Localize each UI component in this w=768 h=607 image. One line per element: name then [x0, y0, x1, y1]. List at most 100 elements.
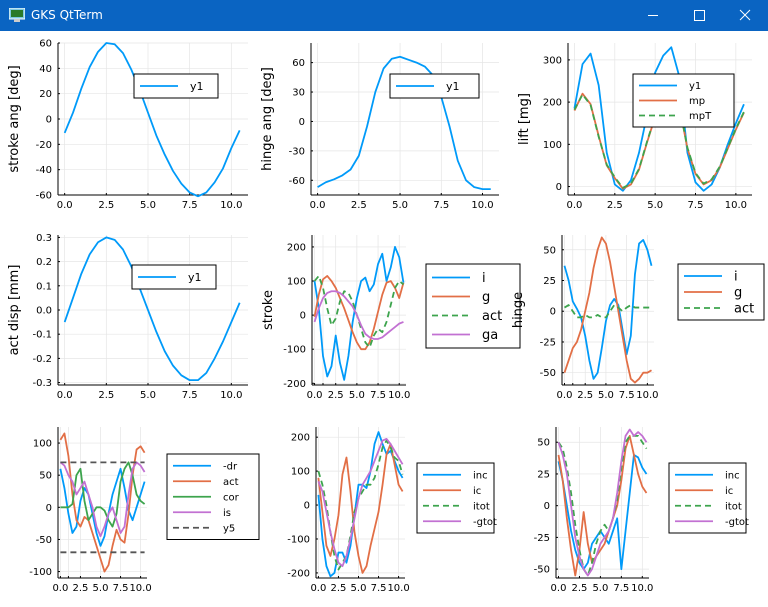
x-tick-label: 0.0	[307, 390, 323, 401]
x-tick-label: 0.0	[567, 200, 583, 211]
plot-panel-8: 0.0 2.5 5.0 7.5 10.0 -200 -100 0 100 200 inc ic itot…	[287, 427, 497, 594]
legend-label: cor	[223, 492, 240, 503]
x-tick-label: 0.0	[52, 583, 68, 594]
y-tick-label: 100	[33, 439, 52, 450]
y-tick-label: -50	[534, 565, 550, 576]
series-line-g	[563, 236, 652, 384]
series-line--dr	[59, 467, 146, 547]
x-tick-label: 0.0	[57, 390, 73, 401]
y-tick-label: 25	[543, 276, 556, 287]
legend: inc ic itot -gtot	[416, 462, 497, 534]
y-tick-label: 0	[304, 501, 310, 512]
legend-label: itot	[473, 501, 490, 512]
plot-panel-1: 0.0 2.5 5.0 7.5 10.0 -60 -40 -20 0 20 40 60 stroke a…	[7, 39, 248, 211]
legend-label: inc	[725, 470, 740, 481]
maximize-button[interactable]	[676, 0, 722, 31]
y-axis-label: stroke ang [deg]	[7, 65, 22, 172]
series-line--gtot	[317, 437, 404, 568]
y-tick-label: 100	[287, 277, 306, 288]
x-tick-label: 7.5	[370, 390, 386, 401]
x-tick-label: 2.5	[98, 390, 114, 401]
legend-label: ic	[473, 486, 481, 497]
series-line-ic	[317, 443, 404, 574]
x-tick-label: 7.5	[113, 583, 129, 594]
maximize-icon	[694, 10, 705, 21]
y-tick-label: 25	[537, 469, 550, 480]
y-tick-label: -100	[29, 567, 52, 578]
plot-panel-5: 0.0 2.5 5.0 7.5 10.0-200-1000100200strokeiga…	[261, 235, 521, 401]
x-tick-label: 5.0	[93, 583, 109, 594]
x-tick-label: 7.5	[613, 583, 629, 594]
legend-label: act	[223, 477, 239, 488]
y-tick-label: 20	[39, 89, 52, 100]
series-line-ga	[313, 290, 404, 340]
y-axis-label: hinge ang [deg]	[260, 67, 275, 171]
series-line-y1	[63, 236, 241, 382]
close-icon	[739, 9, 751, 21]
y-axis-label: hinge	[511, 292, 526, 328]
plot-panel-2: 0.0 2.5 5.0 7.5 10.0 -60 -30 0 30 60 hinge ang [de…	[260, 43, 499, 211]
legend-label: y1	[188, 271, 202, 284]
legend: y1	[389, 73, 480, 99]
y-tick-label: 60	[292, 58, 305, 69]
x-tick-label: 10.0	[129, 583, 151, 594]
y-tick-label: 60	[39, 39, 52, 50]
plot-panel-9: 0.0 2.5 5.0 7.5 10.0 -50 -25 0 25 50 inc ic itot -gto…	[534, 427, 749, 594]
series-line--gtot	[557, 428, 648, 577]
y-tick-label: 0	[46, 503, 52, 514]
y-tick-label: 0.0	[36, 306, 52, 317]
y-tick-label: 0	[46, 115, 52, 126]
x-tick-label: 0.0	[57, 200, 73, 211]
x-tick-label: 10.0	[387, 583, 409, 594]
legend-label: is	[223, 508, 231, 519]
x-tick-label: 10.0	[471, 200, 493, 211]
legend-label: inc	[473, 470, 488, 481]
minimize-icon	[648, 15, 658, 16]
legend: inc ic itot -gtot	[668, 462, 749, 534]
x-tick-label: 5.0	[140, 390, 156, 401]
y-tick-label: -0.3	[32, 378, 52, 389]
y-tick-label: -0.1	[32, 330, 52, 341]
legend-label: i	[482, 271, 486, 286]
legend-label: y5	[223, 523, 235, 534]
x-tick-label: 10.0	[220, 390, 242, 401]
x-tick-label: 0.0	[310, 200, 326, 211]
legend: y1	[131, 264, 217, 290]
x-tick-label: 0.0	[310, 583, 326, 594]
y-tick-label: 50	[39, 471, 52, 482]
x-tick-label: 5.0	[392, 200, 408, 211]
x-tick-label: 2.5	[328, 390, 344, 401]
x-tick-label: 5.0	[349, 390, 365, 401]
y-tick-label: -40	[36, 165, 52, 176]
x-tick-label: 0.0	[551, 583, 567, 594]
series-line-inc	[557, 454, 648, 571]
series-line-is	[59, 461, 146, 538]
y-tick-label: 0	[544, 501, 550, 512]
minimize-button[interactable]	[630, 0, 676, 31]
legend: y1	[133, 73, 219, 99]
title-bar: GKS QtTerm	[0, 0, 768, 31]
y-tick-label: -100	[287, 534, 310, 545]
close-button[interactable]	[722, 0, 768, 31]
y-tick-label: -0.2	[32, 354, 52, 365]
legend: y1 mp mpT	[632, 73, 735, 128]
y-tick-label: -25	[534, 533, 550, 544]
y-tick-label: 0.3	[36, 233, 52, 244]
series-line-i	[563, 239, 653, 380]
y-tick-label: -30	[289, 146, 305, 157]
x-tick-label: 2.5	[351, 200, 367, 211]
y-tick-label: 200	[543, 98, 562, 109]
legend-label: mp	[689, 96, 705, 107]
series-line-ic	[557, 434, 648, 577]
x-tick-label: 10.0	[636, 390, 658, 401]
y-tick-label: -25	[540, 337, 556, 348]
x-tick-label: 7.5	[371, 583, 387, 594]
legend-label: ga	[482, 328, 498, 343]
window-title: GKS QtTerm	[31, 8, 103, 22]
legend-label: i	[734, 270, 738, 285]
y-tick-label: -50	[36, 535, 52, 546]
y-tick-label: 100	[543, 140, 562, 151]
y-tick-label: 300	[543, 55, 562, 66]
